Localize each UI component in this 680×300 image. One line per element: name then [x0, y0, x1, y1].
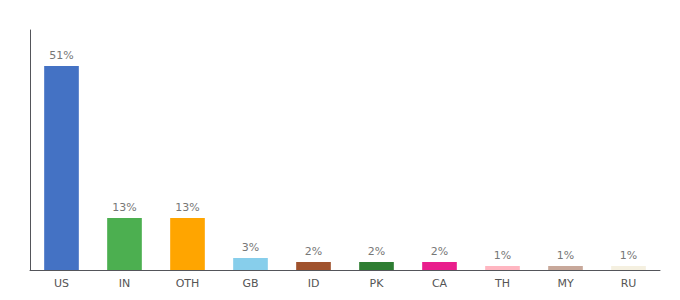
svg-text:RU: RU — [621, 277, 637, 290]
svg-text:3%: 3% — [242, 241, 259, 254]
svg-text:1%: 1% — [494, 249, 511, 262]
svg-text:IN: IN — [119, 277, 130, 290]
svg-text:1%: 1% — [557, 249, 574, 262]
svg-text:2%: 2% — [368, 245, 385, 258]
svg-text:OTH: OTH — [176, 277, 200, 290]
svg-text:2%: 2% — [431, 245, 448, 258]
svg-text:13%: 13% — [112, 201, 136, 214]
svg-text:13%: 13% — [175, 201, 199, 214]
svg-text:PK: PK — [370, 277, 385, 290]
svg-text:US: US — [54, 277, 69, 290]
svg-text:TH: TH — [494, 277, 510, 290]
svg-text:CA: CA — [432, 277, 448, 290]
svg-text:2%: 2% — [305, 245, 322, 258]
svg-text:MY: MY — [557, 277, 573, 290]
svg-text:51%: 51% — [49, 49, 73, 62]
svg-text:1%: 1% — [620, 249, 637, 262]
svg-text:ID: ID — [308, 277, 320, 290]
svg-text:GB: GB — [242, 277, 258, 290]
